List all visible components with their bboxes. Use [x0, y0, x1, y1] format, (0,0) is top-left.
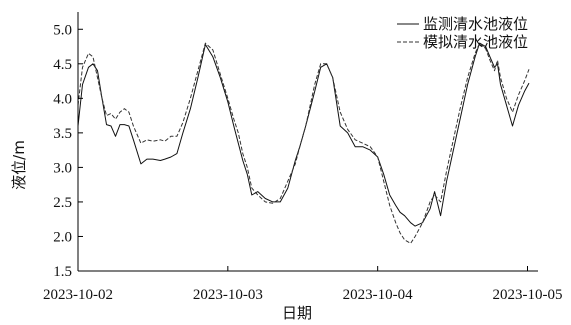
- x-tick-label: 2023-10-04: [343, 287, 413, 303]
- y-tick-label: 4.5: [53, 57, 72, 73]
- simulated-level-line: [77, 42, 530, 244]
- y-tick-label: 4.0: [53, 91, 72, 107]
- x-tick-label: 2023-10-05: [493, 287, 563, 303]
- y-tick-label: 2.0: [53, 229, 72, 245]
- y-tick-label: 3.0: [53, 160, 72, 176]
- y-axis: 1.5 2.0 2.5 3.0 3.5 4.0 4.5 5.0: [53, 12, 83, 280]
- legend-label-monitored: 监测清水池液位: [423, 15, 528, 33]
- y-tick-label: 5.0: [53, 22, 72, 38]
- x-tick-label: 2023-10-02: [43, 287, 113, 303]
- x-axis: 2023-10-02 2023-10-03 2023-10-04 2023-10-05: [43, 266, 563, 303]
- plot-area: [77, 42, 530, 244]
- y-axis-title: 液位/m: [10, 140, 28, 190]
- y-tick-label: 1.5: [53, 264, 72, 280]
- legend-label-simulated: 模拟清水池液位: [423, 33, 528, 51]
- x-tick-label: 2023-10-03: [193, 287, 263, 303]
- x-axis-title: 日期: [282, 304, 312, 322]
- y-tick-label: 3.5: [53, 126, 72, 142]
- y-tick-label: 2.5: [53, 195, 72, 211]
